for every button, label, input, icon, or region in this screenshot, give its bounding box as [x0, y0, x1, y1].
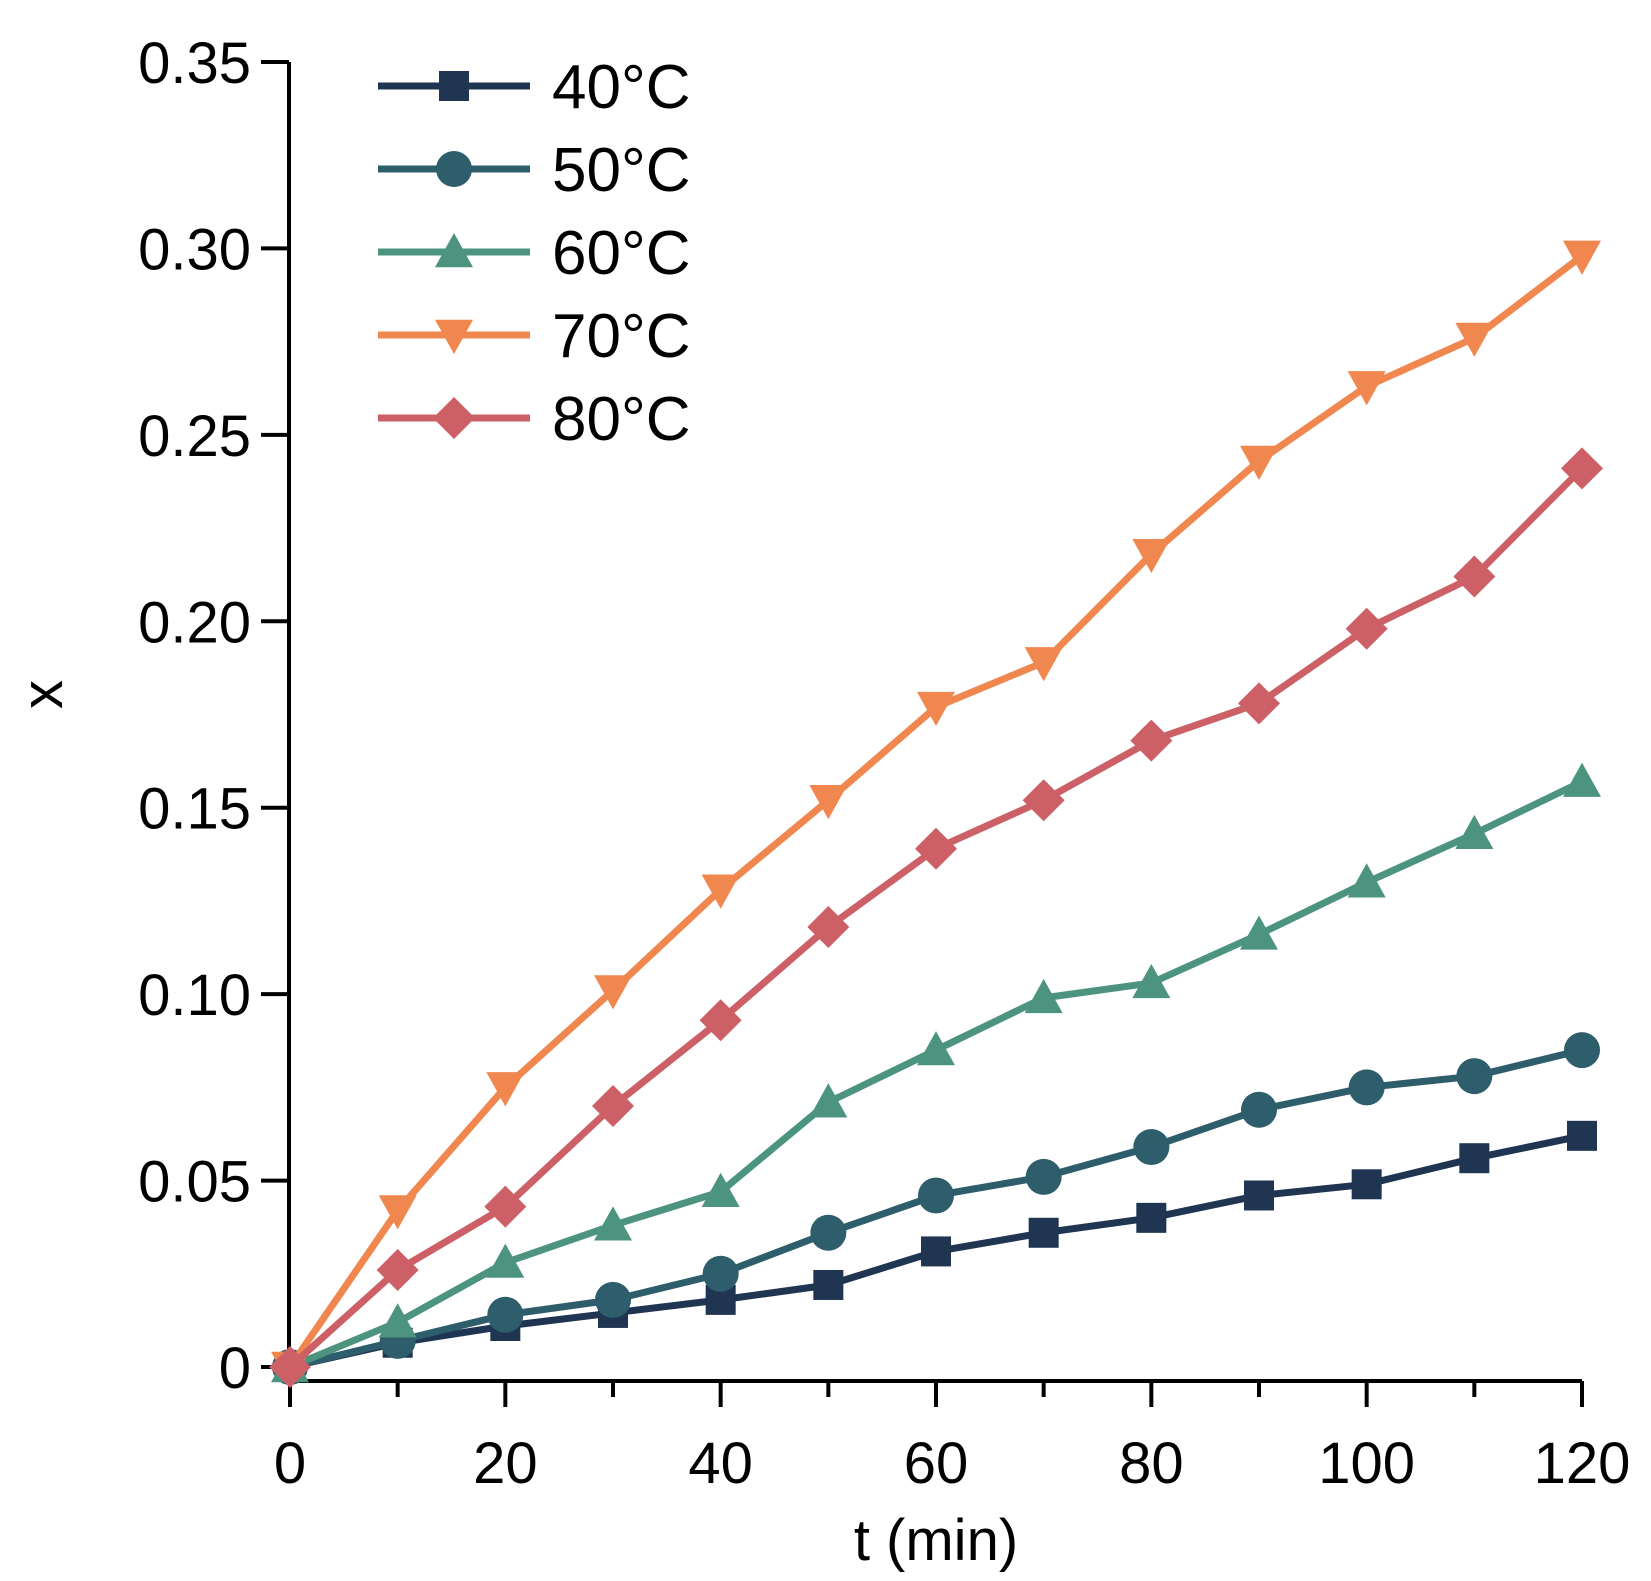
x-tick-label: 100 [1318, 1431, 1415, 1496]
y-tick-label: 0.15 [138, 777, 251, 842]
data-point [807, 906, 850, 949]
data-point [1024, 647, 1063, 682]
data-point [1133, 1129, 1170, 1166]
data-point [1132, 538, 1171, 574]
data-point [1130, 719, 1173, 762]
y-axis-title: x [10, 680, 75, 709]
data-point [1347, 371, 1386, 406]
data-point [921, 1236, 951, 1267]
data-point [487, 1296, 524, 1333]
legend-label: 60°C [552, 219, 691, 288]
data-point [1345, 607, 1388, 650]
data-point [1028, 1217, 1059, 1248]
legend-item: 80°C [378, 385, 691, 454]
series-line [287, 465, 1585, 1370]
legend-label: 50°C [552, 136, 691, 205]
data-point [486, 1072, 525, 1107]
legend-item: 70°C [378, 302, 691, 371]
data-point [1561, 447, 1603, 490]
data-point [915, 827, 957, 870]
data-point [1136, 1202, 1167, 1233]
legend-item: 50°C [378, 136, 691, 205]
x-tick-label: 40 [688, 1431, 753, 1496]
data-point [1456, 1058, 1493, 1095]
data-point [813, 1269, 844, 1300]
data-point [484, 1185, 527, 1228]
legend-label: 80°C [552, 385, 691, 454]
data-point [1453, 555, 1496, 598]
x-axis-title: t (min) [854, 1508, 1018, 1573]
data-point [1240, 445, 1278, 480]
data-point [917, 691, 955, 727]
data-point [1025, 1158, 1062, 1195]
x-tick-label: 20 [473, 1431, 538, 1496]
data-point [378, 1303, 417, 1338]
series-3 [271, 240, 1601, 1386]
data-point [378, 1195, 417, 1230]
data-point [1022, 779, 1065, 822]
data-point [1459, 1143, 1490, 1174]
data-point [1132, 963, 1171, 999]
data-point [1567, 1120, 1597, 1151]
y-tick-label: 0.35 [138, 31, 251, 96]
y-tick-label: 0.05 [138, 1150, 251, 1215]
data-point [917, 1031, 955, 1066]
legend-swatch-marker [435, 319, 473, 354]
y-tick-label: 0.20 [138, 590, 251, 655]
data-point [1238, 682, 1280, 725]
data-point [701, 874, 740, 909]
legend-item: 40°C [378, 53, 691, 122]
series-4 [269, 447, 1603, 1388]
x-tick-label: 60 [904, 1431, 969, 1496]
data-point [594, 975, 632, 1010]
axes: 0 0.05 0.10 0.15 0.20 0.25 0.30 0.35 0 20 40 60 80 10… [138, 31, 1630, 1496]
legend-label: 70°C [552, 302, 691, 371]
data-point [1351, 1169, 1382, 1200]
y-tick-label: 0.30 [138, 217, 251, 282]
y-tick-label: 0 [219, 1336, 251, 1401]
data-point [1024, 978, 1063, 1014]
legend-swatch-marker [433, 397, 475, 439]
y-tick-label: 0.10 [138, 963, 251, 1028]
data-point [1241, 1091, 1277, 1128]
data-point [699, 999, 742, 1042]
series-0 [275, 1120, 1597, 1382]
data-point [1455, 814, 1494, 850]
data-point [1240, 915, 1278, 950]
x-tick-label: 120 [1534, 1431, 1631, 1496]
x-tick-label: 80 [1119, 1431, 1184, 1496]
legend-swatch-marker [439, 71, 469, 101]
data-point [809, 785, 848, 820]
data-point [376, 1249, 419, 1292]
data-point [1348, 1069, 1385, 1106]
data-point [486, 1243, 525, 1278]
legend-label: 40°C [552, 53, 691, 122]
series-1 [272, 1032, 1600, 1385]
legend-swatch-marker [435, 233, 473, 268]
data-point [1244, 1180, 1274, 1211]
data-point [1455, 322, 1494, 357]
y-tick-label: 0.25 [138, 404, 251, 469]
data-point [1564, 1032, 1600, 1069]
x-tick-label: 0 [274, 1431, 306, 1496]
legend-swatch-marker [436, 151, 472, 187]
data-point [595, 1281, 631, 1318]
data-point [592, 1085, 634, 1127]
data-point [1563, 762, 1601, 797]
data-point [1347, 863, 1386, 898]
data-point [701, 1172, 740, 1207]
data-point [1563, 240, 1601, 275]
data-point [809, 1083, 848, 1118]
data-point [269, 1346, 311, 1388]
series-layer [269, 240, 1603, 1388]
data-point [702, 1255, 739, 1292]
legend: 40°C 50°C 60°C 70°C 80°C [378, 53, 691, 454]
legend-item: 60°C [378, 219, 691, 288]
data-point [918, 1177, 954, 1214]
data-point [594, 1206, 632, 1241]
data-point [810, 1214, 847, 1251]
